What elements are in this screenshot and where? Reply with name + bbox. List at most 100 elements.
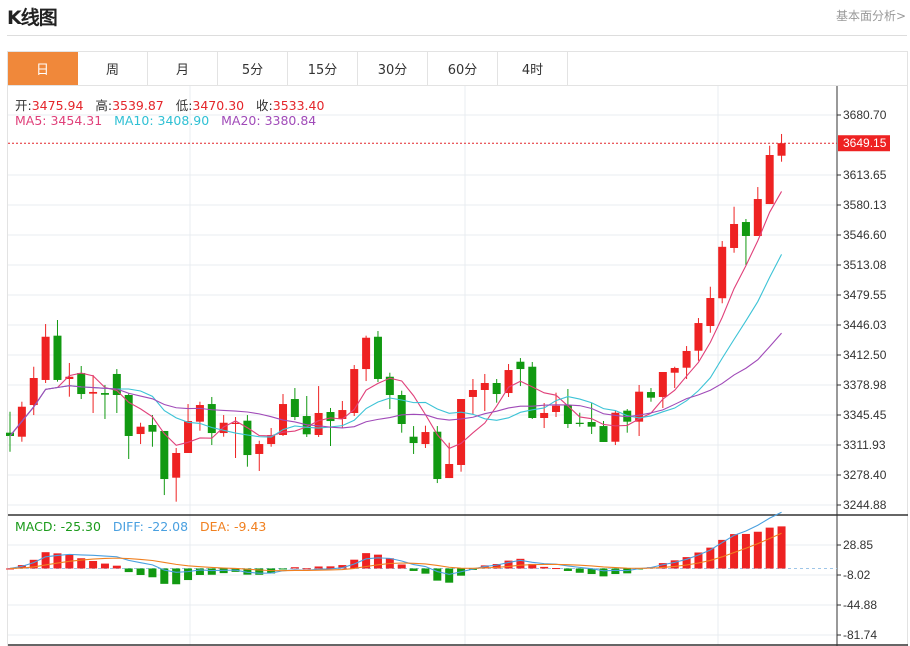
- macd-bar: [397, 564, 406, 569]
- candle-body: [563, 405, 572, 424]
- macd-bar: [53, 553, 62, 569]
- macd-bar: [326, 566, 335, 569]
- macd-bar: [279, 568, 288, 570]
- ma10-line: [9, 254, 783, 438]
- low-value: 3470.30: [192, 98, 245, 113]
- ma10-value: MA10: 3408.90: [114, 113, 210, 128]
- price-axis-label: 3278.40: [843, 468, 887, 482]
- macd-bar: [433, 568, 442, 581]
- candle-body: [53, 335, 62, 380]
- macd-axis-label: -44.88: [843, 598, 877, 612]
- candle-body: [552, 405, 561, 413]
- macd-bar: [290, 567, 299, 569]
- close-value: 3533.40: [272, 98, 325, 113]
- tab-60min[interactable]: 60分: [428, 52, 498, 85]
- candle-body: [207, 404, 216, 434]
- candle-body: [635, 391, 644, 422]
- tab-4hour[interactable]: 4时: [498, 52, 568, 85]
- candle-body: [231, 422, 240, 424]
- price-axis-label: 3311.93: [843, 438, 886, 452]
- candle-body: [267, 435, 276, 445]
- tab-week[interactable]: 周: [78, 52, 148, 85]
- tab-month[interactable]: 月: [148, 52, 218, 85]
- candle-body: [646, 392, 655, 398]
- tab-15min[interactable]: 15分: [288, 52, 358, 85]
- candle-body: [136, 426, 145, 435]
- macd-bar: [373, 554, 382, 569]
- macd-bar: [338, 565, 347, 569]
- macd-bar: [540, 566, 549, 569]
- candle-body: [540, 412, 549, 419]
- diff-line: [9, 511, 782, 575]
- candle-body: [29, 378, 38, 406]
- candle-body: [148, 424, 157, 432]
- macd-bar: [718, 539, 727, 569]
- macd-bar: [421, 568, 430, 574]
- candle-body: [504, 370, 513, 394]
- ma5-line: [9, 191, 783, 450]
- macd-value: MACD: -25.30: [15, 519, 101, 534]
- macd-bar: [29, 559, 38, 569]
- candle-body: [694, 323, 703, 351]
- macd-bar: [243, 568, 252, 575]
- divider: [7, 35, 907, 36]
- chart-frame: [7, 86, 908, 646]
- candle-body: [777, 143, 786, 156]
- current-price-tag: [838, 135, 890, 152]
- candle-body: [445, 463, 454, 479]
- candle-body: [575, 422, 584, 424]
- macd-bar: [6, 568, 14, 570]
- macd-bar: [136, 568, 145, 576]
- candle-body: [77, 372, 86, 395]
- candle-body: [314, 412, 323, 436]
- candle-body: [658, 372, 667, 397]
- macd-bar: [528, 563, 537, 569]
- macd-bar: [172, 568, 181, 585]
- ohlc-info: 开:3475.94 高:3539.87 低:3470.30 收:3533.40: [15, 95, 324, 114]
- candle-body: [100, 393, 109, 395]
- candle-body: [528, 366, 537, 419]
- candle-body: [397, 395, 406, 424]
- macd-bar: [362, 553, 371, 569]
- candle-body: [41, 336, 50, 380]
- macd-bar: [148, 568, 157, 578]
- macd-bar: [741, 533, 750, 569]
- candle-body: [765, 155, 774, 205]
- candle-body: [112, 373, 121, 396]
- fundamental-analysis-link[interactable]: 基本面分析>: [835, 9, 906, 23]
- candle-body: [492, 383, 501, 395]
- candle-body: [172, 452, 181, 478]
- macd-bar: [184, 568, 193, 581]
- macd-bar: [777, 526, 786, 569]
- ma5-value: MA5: 3454.31: [15, 113, 103, 128]
- price-axis-label: 3412.50: [843, 348, 887, 362]
- candle-body: [89, 391, 98, 394]
- diff-value: DIFF: -22.08: [112, 519, 189, 534]
- macd-bar: [195, 568, 204, 575]
- macd-bar: [112, 565, 121, 569]
- tab-5min[interactable]: 5分: [218, 52, 288, 85]
- tab-day[interactable]: 日: [8, 52, 78, 85]
- price-axis-label: 3446.03: [843, 318, 887, 332]
- macd-bar: [587, 568, 596, 575]
- macd-bar: [552, 568, 561, 570]
- candle-body: [124, 395, 133, 436]
- candle-body: [160, 430, 169, 480]
- macd-bar: [694, 552, 703, 569]
- macd-bar: [765, 527, 774, 569]
- macd-bar: [100, 563, 109, 569]
- ma20-value: MA20: 3380.84: [221, 113, 317, 128]
- candle-body: [730, 223, 739, 248]
- candle-body: [6, 432, 14, 436]
- tab-30min[interactable]: 30分: [358, 52, 428, 85]
- macd-bar: [730, 534, 739, 569]
- macd-bar: [575, 568, 584, 573]
- macd-bar: [207, 568, 216, 575]
- macd-bar: [302, 568, 311, 570]
- candle-body: [682, 350, 691, 368]
- price-axis-label: 3613.65: [843, 168, 887, 182]
- candle-body: [362, 337, 371, 370]
- candle-body: [195, 405, 204, 422]
- page-title: K线图: [7, 7, 58, 29]
